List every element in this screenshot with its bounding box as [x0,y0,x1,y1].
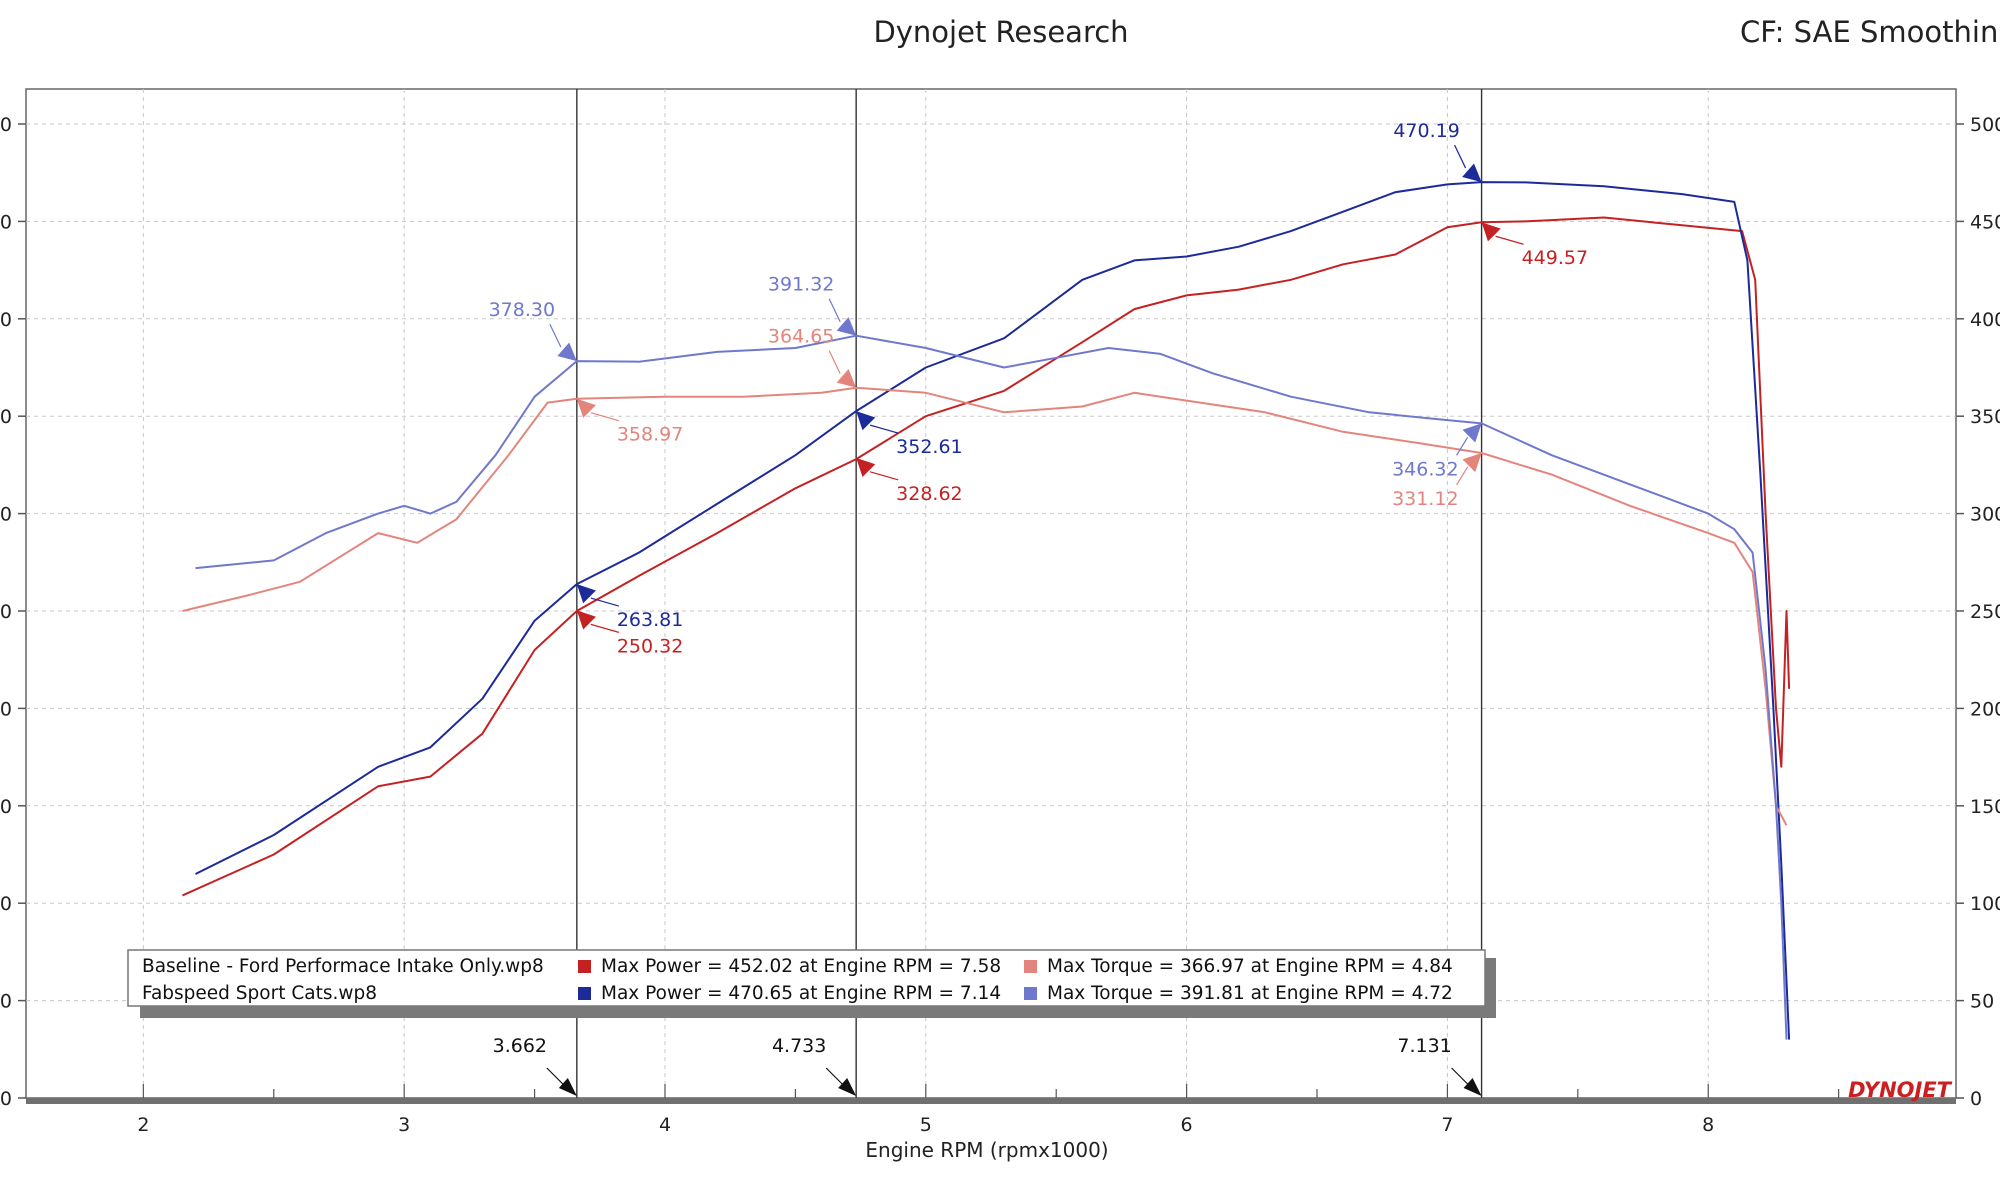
xtick-label-5: 5 [920,1114,932,1136]
series-line-2 [195,181,1791,1040]
annotation-label-4: 250.32 [617,635,683,657]
xtick-label-8: 8 [1702,1114,1714,1136]
cursor-arrow-head-2 [838,1078,857,1096]
ytick-label-left: 0 [0,114,12,136]
legend-box [127,949,1486,1007]
annotation-leader-3 [590,597,619,607]
series-line-4 [195,334,1788,1040]
legend-torque-1: Max Torque = 366.97 at Engine RPM = 4.84 [1047,956,1453,977]
annotation-group: 378.30 358.97 263.81 250.32 391.32 364.65 352.… [489,120,1588,657]
cursor-arrow-head-1 [558,1078,577,1096]
annotation-label-10: 449.57 [1522,247,1588,269]
annotation-leader-11 [1456,437,1469,456]
annotation-arrow-4 [576,610,596,630]
legend-file-2: Fabspeed Sport Cats.wp8 [142,983,377,1004]
ytick-label-right: 300 [1970,504,2000,526]
legend-file-1: Baseline - Ford Performace Intake Only.w… [142,956,544,977]
annotation-arrow-9 [1462,163,1482,183]
ytick-label-right: 400 [1970,309,2000,331]
ytick-label-right: 100 [1970,893,2000,915]
annotation-leader-9 [1454,144,1467,169]
ytick-label-left: 0 [0,796,12,818]
annotation-label-6: 364.65 [768,326,834,348]
annotation-label-5: 391.32 [768,274,834,296]
ytick-label-left: 0 [0,406,12,428]
annotation-leader-2 [590,412,619,422]
annotation-arrow-2 [576,398,596,418]
legend-swatch-power-1 [578,960,591,973]
xtick-label-4: 4 [659,1114,671,1136]
annotation-leader-1 [549,323,562,348]
ytick-label-left: 0 [0,601,12,623]
xtick-label-3: 3 [398,1114,410,1136]
annotation-leader-12 [1456,466,1469,486]
series-line-3 [182,386,1788,826]
annotation-leader-8 [869,471,899,481]
annotation-leader-7 [869,424,899,434]
ytick-label-left: 0 [0,991,12,1013]
ytick-label-right: 350 [1970,406,2000,428]
ytick-label-right: 500 [1970,114,2000,136]
annotation-label-3: 263.81 [617,609,683,631]
cursor-label-1: 3.662 [493,1035,547,1057]
annotation-arrow-6 [836,369,857,388]
series-group [182,181,1791,1040]
plot-frame [25,88,1957,1099]
annotation-arrow-3 [576,584,596,604]
ytick-label-left: 0 [0,504,12,526]
dynojet-logo: DYNOJET [1848,1078,1953,1102]
chart-title: Dynojet Research [873,15,1128,49]
annotation-leader-5 [828,298,841,322]
x-axis-bar [26,1098,1956,1104]
xtick-label-6: 6 [1181,1114,1193,1136]
annotation-arrow-1 [557,342,577,362]
annotation-label-1: 378.30 [489,299,555,321]
legend-power-1: Max Power = 452.02 at Engine RPM = 7.58 [601,956,1001,977]
legend-torque-2: Max Torque = 391.81 at Engine RPM = 4.72 [1047,983,1453,1004]
annotation-label-7: 352.61 [896,436,962,458]
annotation-leader-10 [1495,235,1524,245]
cursor-lines: 3.662 4.733 7.131 [493,89,1483,1098]
x-axis-label: Engine RPM (rpmx1000) [865,1138,1108,1162]
ytick-label-right: 50 [1970,991,1994,1013]
chart-subtitle: CF: SAE Smoothing [1740,15,2000,49]
legend-swatch-power-2 [578,987,591,1000]
ytick-label-right: 250 [1970,601,2000,623]
annotation-label-12: 331.12 [1392,488,1458,510]
ytick-label-left: 0 [0,893,12,915]
ytick-label-right: 200 [1970,698,2000,720]
axes: 0005001000150020002500300035004000450050… [0,114,2000,1136]
ytick-label-left: 0 [0,1088,12,1110]
annotation-arrow-11 [1462,423,1482,443]
xtick-label-2: 2 [137,1114,149,1136]
annotation-label-11: 346.32 [1392,458,1458,480]
xtick-label-7: 7 [1441,1114,1453,1136]
legend-power-2: Max Power = 470.65 at Engine RPM = 7.14 [601,983,1001,1004]
annotation-label-9: 470.19 [1393,120,1459,142]
annotation-leader-6 [828,350,841,374]
annotation-arrow-7 [856,411,876,431]
cursor-label-3: 7.131 [1397,1035,1451,1057]
cursor-arrow-head-3 [1463,1078,1482,1096]
ytick-label-right: 0 [1970,1088,1982,1110]
ytick-label-right: 150 [1970,796,2000,818]
ytick-label-left: 0 [0,211,12,233]
annotation-leader-4 [590,623,619,633]
annotation-arrow-5 [836,317,857,336]
ytick-label-right: 450 [1970,211,2000,233]
annotation-arrow-12 [1462,452,1482,473]
annotation-label-8: 328.62 [896,483,962,505]
legend-swatch-torque-2 [1024,987,1037,1000]
annotation-arrow-8 [856,457,876,477]
annotation-arrow-10 [1481,222,1501,242]
annotation-label-2: 358.97 [617,424,683,446]
series-line-1 [182,216,1791,897]
cursor-label-2: 4.733 [772,1035,826,1057]
legend: Baseline - Ford Performace Intake Only.w… [127,949,1496,1018]
legend-swatch-torque-1 [1024,960,1037,973]
ytick-label-left: 0 [0,698,12,720]
ytick-label-left: 0 [0,309,12,331]
